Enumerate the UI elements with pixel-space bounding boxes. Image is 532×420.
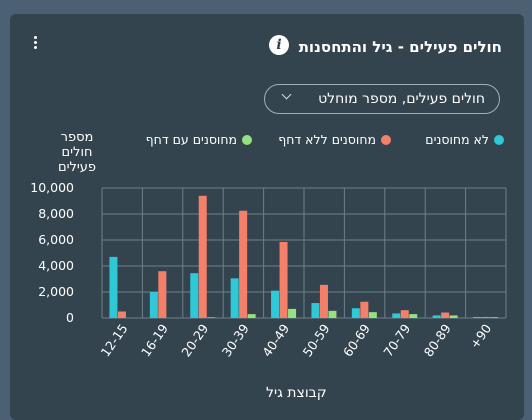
metric-select-value: חולים פעילים, מספר מוחלט	[318, 91, 485, 107]
chart-card: חולים פעילים - גיל והתחסנות i חולים פעיל…	[10, 14, 524, 420]
bar	[239, 210, 248, 318]
x-tick-label: +90	[467, 321, 494, 351]
legend-dot-vaccinated-no-booster	[381, 135, 391, 145]
bar	[481, 316, 490, 318]
bar	[490, 317, 499, 318]
legend-item-vaccinated-booster[interactable]: מחוסנים עם דחף	[146, 132, 252, 147]
card-title: חולים פעילים - גיל והתחסנות	[298, 38, 502, 56]
x-tick-label: 70-79	[380, 321, 413, 359]
metric-select[interactable]: חולים פעילים, מספר מוחלט	[264, 84, 500, 114]
bar	[198, 195, 207, 318]
y-tick-label: 8,000	[38, 206, 74, 221]
x-tick-label: 12-15	[98, 321, 131, 359]
info-icon[interactable]: i	[269, 35, 289, 55]
legend-item-vaccinated-no-booster[interactable]: מחוסנים ללא דחף	[278, 132, 391, 147]
legend-label-vaccinated-no-booster: מחוסנים ללא דחף	[278, 132, 376, 147]
legend-item-unvaccinated[interactable]: לא מחוסנים	[425, 132, 504, 147]
bar	[409, 314, 418, 318]
x-tick-label: 30-39	[219, 321, 252, 359]
x-axis-label: קבוצת גיל	[266, 385, 327, 401]
x-tick-label: 16-19	[138, 321, 171, 359]
y-tick-label: 2,000	[38, 284, 74, 299]
bar	[368, 312, 377, 318]
y-tick-label: 0	[66, 310, 74, 325]
x-tick-label: 50-59	[300, 321, 333, 359]
y-tick-label: 4,000	[38, 258, 74, 273]
y-axis-label: מספר חולים פעילים	[57, 130, 97, 175]
bar	[328, 310, 337, 318]
x-tick-label: 40-49	[259, 321, 292, 359]
legend-dot-unvaccinated	[494, 135, 504, 145]
bar	[158, 271, 167, 318]
bar	[360, 301, 369, 318]
bar	[230, 278, 239, 318]
bar	[149, 292, 158, 318]
bar	[109, 256, 118, 318]
y-tick-label: 10,000	[30, 180, 74, 195]
bar	[207, 317, 216, 318]
bar-chart: 0 2,000 4,000 6,000 8,000 10,000 12-15 16-19 20-…	[30, 180, 507, 359]
legend-label-vaccinated-booster: מחוסנים עם דחף	[145, 132, 237, 147]
bar	[432, 315, 441, 318]
y-tick-label: 6,000	[38, 232, 74, 247]
x-tick-label: 80-89	[421, 321, 454, 359]
legend-label-unvaccinated: לא מחוסנים	[425, 132, 489, 147]
bar	[190, 273, 199, 318]
bar	[288, 308, 297, 318]
x-tick-label: 60-69	[340, 321, 373, 359]
bar	[311, 303, 320, 318]
bar	[351, 308, 360, 318]
legend-dot-vaccinated-booster	[242, 135, 252, 145]
bar	[449, 315, 458, 318]
bar	[117, 311, 126, 318]
bar	[247, 314, 256, 318]
bar	[400, 310, 409, 318]
bar	[279, 241, 288, 318]
bar	[392, 313, 401, 318]
kebab-menu-icon[interactable]	[30, 36, 40, 52]
bar	[441, 312, 450, 318]
bar	[271, 290, 280, 318]
bar	[319, 284, 328, 318]
bar	[473, 316, 482, 318]
x-tick-label: 20-29	[178, 321, 211, 359]
